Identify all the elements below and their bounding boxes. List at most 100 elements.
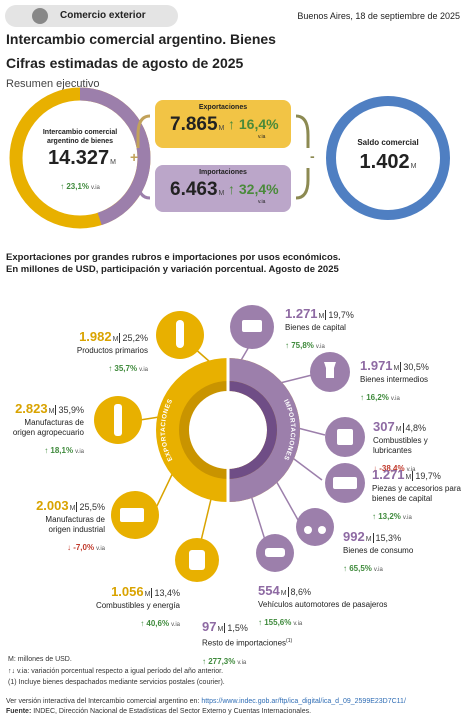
via: v.ia	[91, 185, 100, 191]
bracket	[136, 168, 151, 200]
bracket	[295, 168, 310, 200]
unit: M	[393, 365, 400, 372]
heading: En millones de USD, participación y vari…	[6, 264, 339, 275]
change-line: ↓ -7,0% v.ia	[25, 537, 105, 555]
link[interactable]: https://www.indec.gob.ar/ftp/ica_digital…	[201, 698, 406, 705]
exports-label: Exportaciones	[198, 104, 248, 111]
share: 13,4%	[151, 588, 180, 598]
share: 15,3%	[372, 533, 402, 543]
share: 1,5%	[224, 623, 248, 633]
change: ↑ 35,7%	[108, 364, 138, 373]
name-text: Combustibles y energía	[95, 601, 180, 610]
note: (1)	[286, 638, 293, 644]
unit: M	[69, 505, 76, 512]
value: 1.982	[79, 329, 112, 344]
via-note: ↑↓ v.ia: variación porcentual respecto a…	[8, 668, 224, 675]
name: Resto de importaciones(1)	[202, 636, 332, 649]
category: 2.003M 25,5% Manufacturas de origen indust…	[25, 497, 105, 555]
value: 1.271	[285, 306, 318, 321]
source-label: Fuente:	[6, 708, 32, 715]
value: 992	[343, 529, 365, 544]
unit: M	[110, 159, 116, 166]
via: v.ia	[315, 344, 325, 350]
unit: M	[217, 626, 224, 633]
value: 14.327	[47, 147, 110, 169]
name: Bienes de consumo	[343, 546, 453, 556]
value-line: 992M 15,3%	[343, 528, 453, 546]
change: ↓ -38,4%	[373, 464, 405, 473]
via: v.ia	[406, 467, 416, 473]
change-line: ↑ 18,1% v.ia	[4, 440, 84, 458]
via: v.ia	[75, 449, 84, 455]
unit: M	[395, 426, 402, 433]
intercambio-value: 14.327M	[30, 147, 134, 170]
change-line: ↑ 277,3% v.ia	[202, 651, 332, 669]
value-line: 554M 8,6%	[258, 582, 418, 600]
change-line: ↑ 155,6% v.ia	[258, 612, 418, 630]
via: v.ia	[171, 622, 180, 628]
value-line: 1.982M 25,2%	[38, 328, 148, 346]
unit: M	[318, 313, 325, 320]
section: Resumen ejecutivo	[6, 78, 100, 90]
category: 1.271M 19,7% Piezas y accesorios para bien…	[372, 466, 462, 524]
summary-ring-imports	[9, 87, 151, 229]
share: 19,7%	[412, 471, 441, 481]
name-text: Manufacturas de origen industrial	[45, 515, 105, 534]
share: 8,6%	[287, 587, 312, 597]
name: Piezas y accesorios para bienes de capit…	[372, 484, 462, 504]
category: 97M 1,5% Resto de importaciones(1) ↑ 277,3%…	[202, 618, 332, 669]
bracket	[136, 114, 151, 148]
change-line: ↑ 35,7% v.ia	[38, 358, 148, 376]
note1: (1) Incluye bienes despachados mediante …	[8, 679, 225, 686]
value: 2.003	[36, 498, 69, 513]
name-text: Combustibles y lubricantes	[373, 436, 428, 455]
value-line: 2.003M 25,5%	[25, 497, 105, 515]
intercambio-label: Intercambio comercial argentino de biene…	[42, 129, 118, 145]
change-line: ↑ 13,2% v.ia	[372, 506, 462, 524]
subtitle: Cifras estimadas de agosto de 2025	[6, 55, 244, 71]
change: ↑ 277,3%	[202, 656, 236, 666]
value: 7.865	[170, 114, 218, 135]
change: ↓ -7,0%	[66, 543, 95, 552]
value: 97	[202, 619, 217, 634]
name-text: Vehículos automotores de pasajeros	[258, 600, 388, 609]
change: ↑ 75,8%	[285, 341, 314, 350]
value-line: 97M 1,5%	[202, 618, 332, 636]
name: Combustibles y lubricantes	[373, 436, 468, 456]
category: 1.271M 19,7% Bienes de capital ↑ 75,8% v.ia	[285, 305, 395, 353]
value-line: 1.271M 19,7%	[372, 466, 462, 484]
category: 1.971M 30,5% Bienes intermedios ↑ 16,2% v.ia	[360, 357, 460, 405]
value: 1.056	[111, 584, 144, 599]
change: ↑ 18,1%	[44, 446, 74, 455]
icon-glyphs	[114, 320, 357, 570]
plus: +	[130, 149, 139, 165]
unit: M	[410, 163, 417, 170]
change-line: ↑ 40,6% v.ia	[70, 613, 180, 631]
value-line: 1.971M 30,5%	[360, 357, 460, 375]
change-line: ↑ 65,5% v.ia	[343, 558, 453, 576]
unit: M	[218, 190, 225, 197]
unit: M	[365, 536, 372, 543]
share: 35,9%	[55, 405, 84, 415]
value: 2.823	[15, 401, 48, 416]
category: 554M 8,6% Vehículos automotores de pasajer…	[258, 582, 418, 630]
date: Buenos Aires, 18 de septiembre de 2025	[297, 11, 460, 21]
category: 992M 15,3% Bienes de consumo ↑ 65,5% v.ia	[343, 528, 453, 576]
unit: M	[405, 474, 412, 481]
balance-label: Saldo comercial	[357, 138, 419, 147]
name: Combustibles y energía	[70, 601, 180, 611]
change-line: ↓ -38,4% v.ia	[373, 458, 468, 476]
value: 1.971	[360, 358, 393, 373]
name: Productos primarios	[38, 346, 148, 356]
change: ↑ 65,5%	[343, 564, 372, 573]
unit: M	[48, 408, 55, 415]
category: 1.056M 13,4% Combustibles y energía ↑ 40,6%…	[70, 583, 180, 631]
value: 307	[373, 419, 395, 434]
change: ↑ 16,2%	[360, 393, 389, 402]
category: 307M 4,8% Combustibles y lubricantes ↓ -38,…	[373, 418, 468, 476]
name-text: Resto de importaciones	[202, 638, 287, 648]
name-text: Piezas y accesorios para bienes de capit…	[372, 484, 461, 503]
units-note: M: millones de USD.	[8, 656, 72, 663]
heading: Exportaciones por grandes rubros e impor…	[6, 252, 341, 263]
unit: M	[280, 590, 287, 597]
